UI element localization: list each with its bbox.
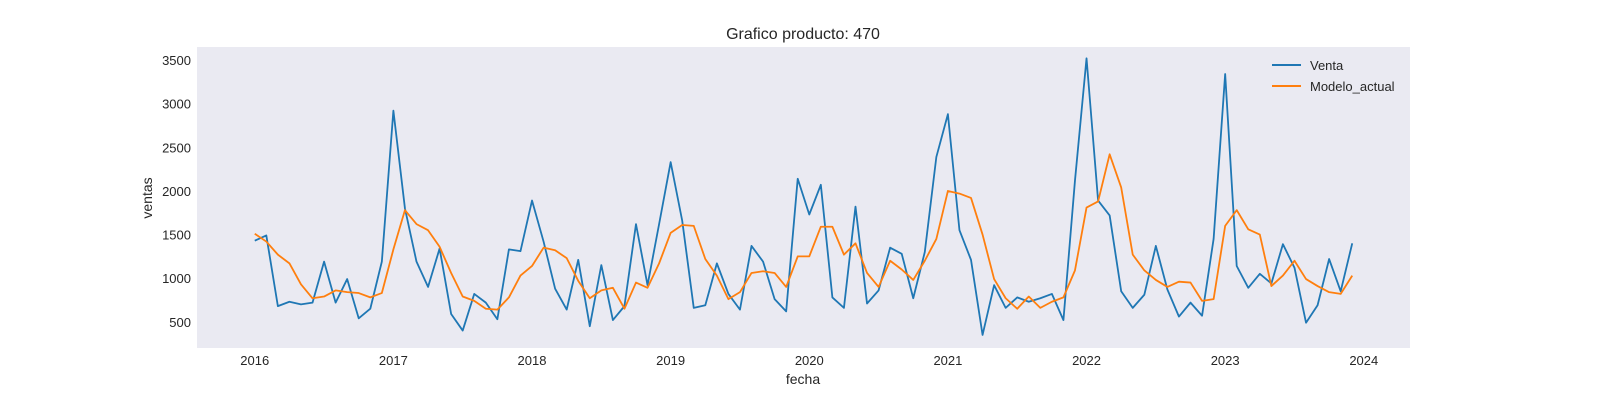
x-tick-label: 2023	[1211, 353, 1240, 368]
y-tick-label: 500	[169, 315, 191, 330]
x-tick-label: 2018	[518, 353, 547, 368]
series-lines	[254, 57, 1354, 336]
y-tick-label: 1000	[162, 271, 191, 286]
legend-label: Venta	[1310, 58, 1344, 73]
chart-title: Grafico producto: 470	[726, 26, 880, 43]
y-axis-ticks: 500 1000 1500 2000 2500 3000 3500	[162, 53, 191, 330]
legend: Venta Modelo_actual	[1272, 58, 1395, 94]
y-axis-label: ventas	[139, 177, 155, 218]
x-tick-label: 2024	[1349, 353, 1378, 368]
y-tick-label: 2000	[162, 184, 191, 199]
x-tick-label: 2019	[656, 353, 685, 368]
x-tick-label: 2020	[795, 353, 824, 368]
y-tick-label: 1500	[162, 228, 191, 243]
x-axis-label: fecha	[786, 371, 820, 387]
x-tick-label: 2017	[379, 353, 408, 368]
y-tick-label: 2500	[162, 140, 191, 155]
x-tick-label: 2021	[933, 353, 962, 368]
x-tick-label: 2016	[240, 353, 269, 368]
x-axis-ticks: 2016 2017 2018 2019 2020 2021 2022 2023 2024	[240, 353, 1378, 368]
y-tick-label: 3500	[162, 53, 191, 68]
y-tick-label: 3000	[162, 97, 191, 112]
legend-label: Modelo_actual	[1310, 79, 1395, 94]
series-line-modelo-actual	[254, 153, 1354, 311]
x-tick-label: 2022	[1072, 353, 1101, 368]
series-line-venta	[254, 57, 1354, 336]
